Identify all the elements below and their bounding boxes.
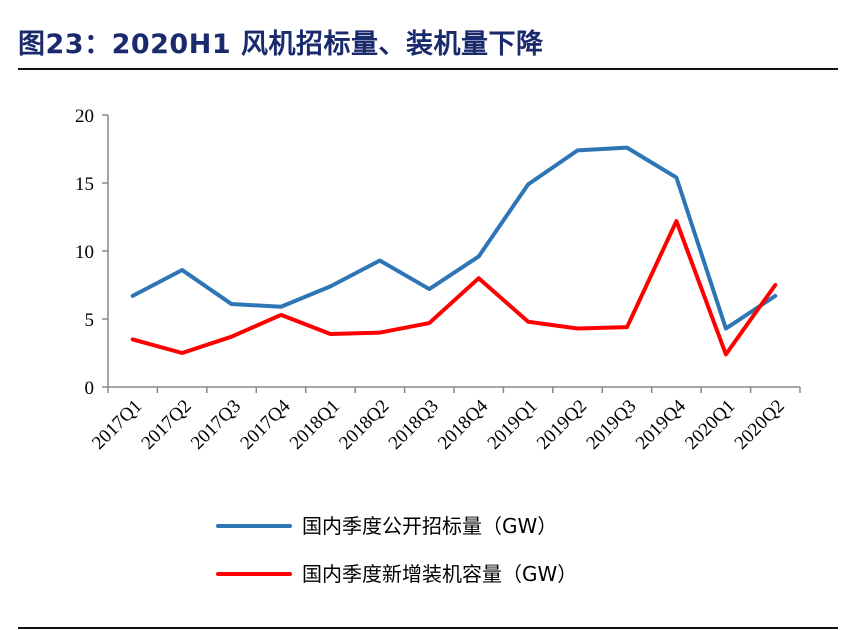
legend-label-2: 国内季度新增装机容量（GW） <box>302 562 577 586</box>
y-tick-label: 15 <box>75 174 94 195</box>
data-point <box>131 337 135 341</box>
x-tick-label: 2017Q4 <box>236 395 294 453</box>
y-tick-label: 10 <box>75 242 94 263</box>
data-point <box>576 327 580 331</box>
x-tick-label: 2018Q2 <box>335 396 393 454</box>
data-point <box>724 327 728 331</box>
data-point <box>279 313 283 317</box>
data-point <box>230 335 234 339</box>
chart-axes: 051015202017Q12017Q22017Q32017Q42018Q120… <box>75 106 801 454</box>
data-point <box>180 351 184 355</box>
data-point <box>378 259 382 263</box>
y-tick-label: 0 <box>85 378 95 399</box>
x-tick-label: 2017Q2 <box>138 396 196 454</box>
top-divider <box>18 68 838 70</box>
data-point <box>180 268 184 272</box>
data-point <box>526 320 530 324</box>
chart-legend: 国内季度公开招标量（GW） 国内季度新增装机容量（GW） <box>216 514 577 586</box>
y-tick-label: 5 <box>85 310 95 331</box>
series-line-1 <box>130 145 778 331</box>
x-tick-label: 2019Q2 <box>533 396 591 454</box>
x-tick-label: 2019Q4 <box>632 395 690 453</box>
data-point <box>526 182 530 186</box>
x-tick-label: 2017Q3 <box>187 396 245 454</box>
x-tick-label: 2019Q1 <box>484 396 542 454</box>
data-point <box>427 287 431 291</box>
y-tick-label: 20 <box>75 106 94 127</box>
data-point <box>131 294 135 298</box>
data-point <box>378 331 382 335</box>
x-tick-label: 2019Q3 <box>582 396 640 454</box>
data-point <box>674 219 678 223</box>
data-point <box>625 146 629 150</box>
data-point <box>477 276 481 280</box>
bottom-divider <box>18 627 838 629</box>
data-point <box>576 148 580 152</box>
data-point <box>279 305 283 309</box>
data-point <box>328 284 332 288</box>
page-title: 图23：2020H1 风机招标量、装机量下降 <box>18 29 544 60</box>
data-point <box>477 254 481 258</box>
data-point <box>773 294 777 298</box>
data-point <box>625 325 629 329</box>
data-point <box>328 332 332 336</box>
x-tick-label: 2017Q1 <box>88 396 146 454</box>
data-point <box>674 176 678 180</box>
x-tick-label: 2018Q1 <box>286 396 344 454</box>
x-tick-label: 2018Q3 <box>385 396 443 454</box>
legend-label-1: 国内季度公开招标量（GW） <box>302 514 557 538</box>
data-point <box>427 321 431 325</box>
data-point <box>773 283 777 287</box>
data-point <box>230 302 234 306</box>
data-point <box>724 352 728 356</box>
x-tick-label: 2020Q1 <box>681 396 739 454</box>
series-layer <box>130 145 778 357</box>
x-tick-label: 2020Q2 <box>731 396 789 454</box>
series-line-2 <box>130 219 778 357</box>
x-tick-label: 2018Q4 <box>434 395 492 453</box>
